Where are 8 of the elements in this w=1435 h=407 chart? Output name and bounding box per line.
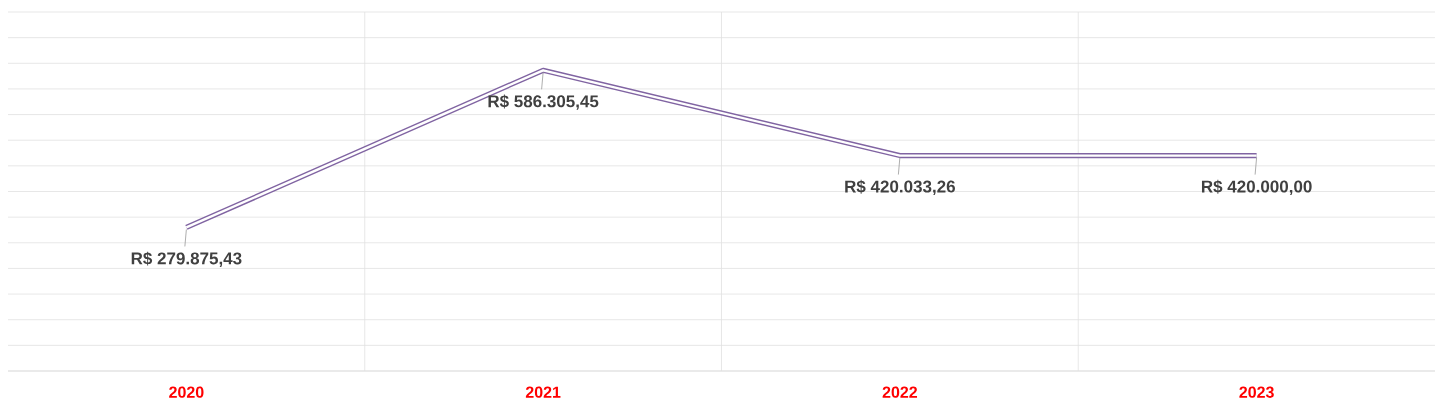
data-label: R$ 420.033,26 <box>845 179 955 196</box>
data-label: R$ 420.000,00 <box>1201 179 1312 196</box>
x-tick-label: 2020 <box>169 386 204 398</box>
x-tick-label: 2022 <box>882 386 918 398</box>
data-label: R$ 279.875,43 <box>131 251 242 267</box>
x-tick-label: 2023 <box>1239 386 1274 398</box>
x-tick-label: 2021 <box>525 386 561 398</box>
data-label: R$ 586.305,45 <box>488 94 599 110</box>
